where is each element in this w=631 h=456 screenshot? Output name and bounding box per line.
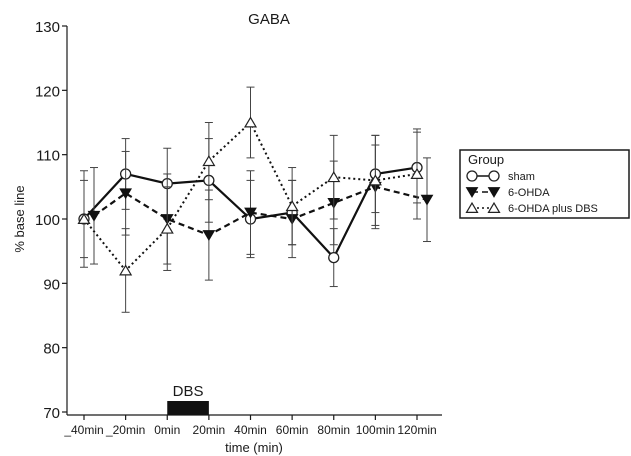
series-6-ohda: [87, 144, 434, 281]
y-tick-label: 100: [35, 212, 60, 229]
x-tick-label: 20min: [193, 423, 226, 437]
x-tick-label: 100min: [356, 423, 395, 437]
data-point: [202, 154, 216, 167]
x-tick-label: 40min: [234, 423, 267, 437]
data-point: [243, 116, 258, 128]
y-tick-label: 110: [36, 148, 60, 165]
legend-title: Group: [468, 152, 504, 167]
x-axis-label: time (min): [225, 440, 283, 455]
y-tick-label: 90: [43, 276, 60, 293]
x-axis-ticks: _40min _20min 0min 20min 40min 60min 80min 100m…: [63, 415, 437, 437]
dbs-annotation: DBS: [167, 383, 209, 415]
legend-marker-end: [487, 187, 501, 198]
series-line: [93, 185, 428, 237]
y-tick-label: 70: [43, 405, 60, 422]
legend-label: 6-OHDA: [508, 187, 550, 199]
x-tick-label: _40min: [63, 423, 103, 437]
legend-marker-start: [466, 170, 478, 182]
y-axis-ticks: 70 80 90 100 110 120 130: [35, 19, 67, 422]
legend-label: 6-OHDA plus DBS: [508, 203, 598, 215]
data-point: [410, 167, 424, 179]
y-tick-label: 80: [43, 341, 60, 358]
series-layer: [77, 86, 434, 313]
data-point: [244, 207, 257, 219]
legend: Group sham 6-OHDA 6-OHDA plus DBS: [459, 149, 630, 219]
data-point: [327, 171, 341, 183]
x-tick-label: 0min: [154, 423, 180, 437]
y-tick-label: 130: [35, 19, 60, 36]
x-tick-label: _20min: [105, 423, 145, 437]
data-point: [119, 264, 133, 276]
data-point: [202, 230, 216, 242]
legend-label: sham: [508, 171, 535, 183]
data-point: [77, 212, 91, 224]
chart-title: GABA: [248, 11, 290, 28]
legend-entry: 6-OHDA: [465, 187, 550, 199]
legend-entry: 6-OHDA plus DBS: [465, 201, 598, 215]
dbs-bar: [167, 401, 209, 415]
legend-entry: sham: [466, 170, 535, 183]
data-point: [328, 251, 340, 264]
legend-marker-start: [465, 187, 479, 198]
legend-marker-end: [487, 201, 501, 213]
x-tick-label: 80min: [317, 423, 350, 437]
x-tick-label: 60min: [276, 423, 309, 437]
y-axis-label: % base line: [12, 185, 27, 252]
data-point: [285, 199, 299, 212]
y-tick-label: 120: [35, 83, 60, 100]
legend-marker-end: [488, 170, 500, 182]
dbs-label: DBS: [173, 383, 204, 400]
x-tick-label: 120min: [397, 423, 436, 437]
data-point: [119, 188, 132, 200]
data-point: [87, 210, 101, 222]
data-point: [160, 222, 174, 234]
legend-marker-start: [465, 201, 479, 213]
series-6-ohda-plus-dbs: [77, 86, 424, 313]
data-point: [368, 174, 382, 186]
legend-entries: sham 6-OHDA 6-OHDA plus DBS: [465, 170, 598, 215]
data-point: [420, 194, 434, 206]
legend-box: [459, 149, 630, 219]
